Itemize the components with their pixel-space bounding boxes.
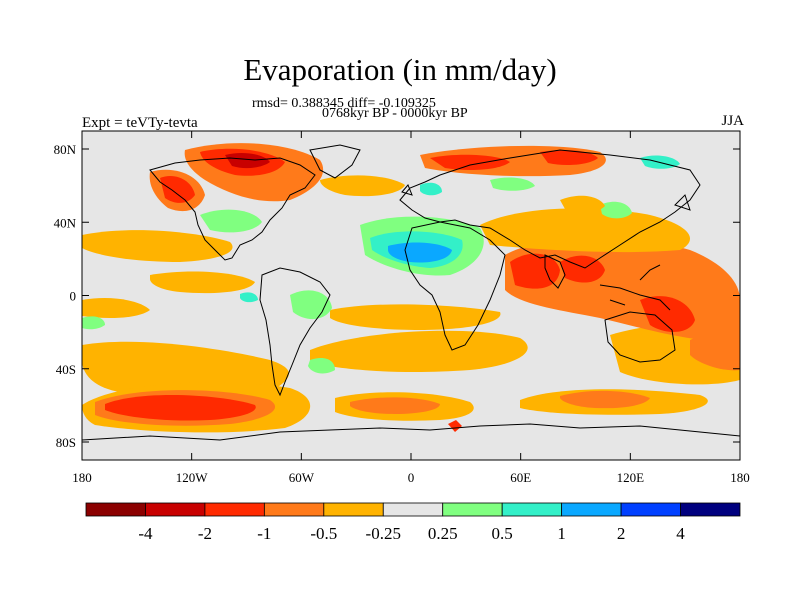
lat-tick-label: 40N <box>54 215 77 230</box>
colorbar-swatch <box>442 502 503 517</box>
anomaly-region <box>240 292 258 303</box>
colorbar-label: -1 <box>257 524 271 543</box>
anomaly-region <box>420 182 442 196</box>
colorbar-label: -4 <box>138 524 153 543</box>
lon-tick-label: 120W <box>176 470 209 485</box>
anomaly-region <box>200 209 262 233</box>
anomaly-region <box>320 175 405 197</box>
anomaly-region <box>225 152 270 169</box>
season-label: JJA <box>721 113 744 129</box>
coastline-greenland <box>309 144 361 179</box>
anomaly-region <box>308 358 335 374</box>
longitude-axis: 180 120W 60W 0 60E 120E 180 <box>72 131 750 485</box>
anomaly-region <box>448 420 462 432</box>
anomaly-region <box>600 201 632 219</box>
anomaly-field <box>82 143 740 433</box>
coastline-north-america <box>149 157 316 261</box>
colorbar-swatch <box>323 502 384 517</box>
colorbar-label: -2 <box>198 524 212 543</box>
colorbar: -4 -2 -1 -0.5 -0.25 0.25 0.5 1 2 4 <box>85 502 741 543</box>
colorbar-label: 4 <box>676 524 685 543</box>
colorbar-swatch <box>145 502 206 517</box>
stats-line: rmsd= 0.388345 diff= -0.109325 <box>252 96 436 111</box>
colorbar-label: -0.5 <box>310 524 337 543</box>
anomaly-region <box>510 253 560 289</box>
colorbar-swatch <box>680 502 741 517</box>
experiment-label: Expt = teVTy-tevta <box>82 115 198 131</box>
coastline-south-america <box>259 267 331 397</box>
colorbar-swatch <box>501 502 563 517</box>
coastline-india <box>544 254 566 289</box>
map-title: Evaporation (in mm/day) <box>243 52 557 87</box>
lat-tick-label: 80N <box>54 142 77 157</box>
colorbar-swatch <box>382 502 444 517</box>
colorbar-swatch <box>561 502 622 517</box>
anomaly-region <box>82 316 105 330</box>
anomaly-region <box>690 333 740 371</box>
coastline-antarctica <box>82 423 740 441</box>
coastline-islands <box>599 264 671 311</box>
lon-tick-label: 0 <box>408 470 415 485</box>
coastline-australia <box>604 311 676 363</box>
lon-tick-label: 120E <box>617 470 645 485</box>
anomaly-region <box>490 177 535 191</box>
lon-tick-label: 60W <box>289 470 315 485</box>
anomaly-region <box>430 154 510 170</box>
colorbar-label: -0.25 <box>366 524 401 543</box>
anomaly-region <box>560 195 605 213</box>
anomaly-region <box>160 175 195 203</box>
anomaly-region <box>388 242 452 263</box>
anomaly-region <box>540 150 598 166</box>
lon-tick-label: 60E <box>510 470 531 485</box>
anomaly-region <box>105 395 256 421</box>
colorbar-swatch <box>620 502 681 517</box>
coastline-japan <box>674 194 691 211</box>
colorbar-swatch <box>85 502 146 517</box>
coastlines <box>82 144 740 441</box>
colorbar-label: 0.5 <box>492 524 513 543</box>
colorbar-label: 1 <box>557 524 566 543</box>
anomaly-region <box>82 230 233 262</box>
anomaly-region <box>310 330 528 373</box>
anomaly-region <box>350 397 440 414</box>
period-line: 0768kyr BP - 0000kyr BP <box>322 106 468 121</box>
coastline-eurasia <box>399 149 701 269</box>
latitude-axis: 80N 40N 0 40S 80S <box>54 142 740 450</box>
lat-tick-label: 80S <box>56 435 76 450</box>
anomaly-region <box>640 296 695 332</box>
anomaly-region <box>82 298 150 318</box>
lon-tick-label: 180 <box>72 470 92 485</box>
colorbar-swatch <box>263 502 325 517</box>
anomaly-region <box>330 304 501 330</box>
lon-tick-label: 180 <box>730 470 750 485</box>
colorbar-label: 2 <box>617 524 626 543</box>
colorbar-swatch <box>204 502 265 517</box>
coastline-africa <box>404 221 506 351</box>
coastline-uk <box>401 184 413 196</box>
anomaly-region <box>480 208 690 253</box>
anomaly-region <box>150 271 255 294</box>
lat-tick-label: 0 <box>70 289 77 304</box>
colorbar-label: 0.25 <box>428 524 458 543</box>
lat-tick-label: 40S <box>56 362 76 377</box>
anomaly-region <box>560 390 650 409</box>
